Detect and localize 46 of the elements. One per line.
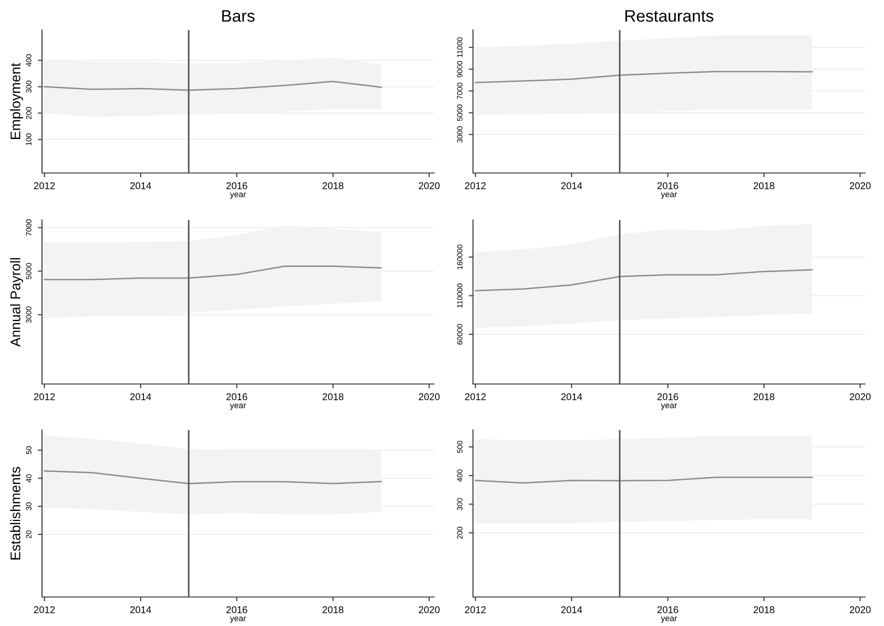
x-tick-label: 2014 [561,182,582,190]
chart-title: Restaurants [625,10,714,22]
y-axis-title: Establishments [10,466,20,560]
x-tick-label: 2014 [130,606,152,614]
x-tick-label: 2014 [130,182,152,190]
x-tick-label: 2012 [34,393,55,400]
x-tick-label: 2012 [34,182,55,190]
x-tick-label: 2014 [561,606,582,614]
x-tick-label: 2020 [850,606,871,614]
x-tick-label: 2014 [561,393,582,400]
x-axis-title: year [660,616,677,623]
x-axis-title: year [660,192,677,199]
x-tick-label: 2018 [754,606,774,614]
x-tick-label: 2012 [34,606,55,614]
y-axis-title: Annual Payroll [10,258,24,347]
x-tick-label: 2020 [850,182,871,190]
line-series [44,265,382,280]
line-series [44,470,382,484]
x-tick-label: 2016 [226,606,248,614]
x-tick-label: 2018 [322,393,344,400]
x-tick-label: 2012 [465,606,486,614]
line-series [474,70,813,84]
x-axis-title: year [230,192,246,199]
x-tick-label: 2020 [418,393,440,400]
x-tick-label: 2016 [226,182,248,190]
x-tick-label: 2018 [754,182,774,190]
x-axis-title: year [230,616,246,623]
x-tick-label: 2012 [465,182,486,190]
y-axis-title: Employment [10,63,24,139]
x-axis-title: year [230,404,246,410]
line-series [474,269,813,292]
x-tick-label: 2020 [418,606,440,614]
chart-title: Bars [222,10,255,22]
x-tick-label: 2018 [322,182,344,190]
x-tick-label: 2016 [657,393,678,400]
x-tick-label: 2016 [657,182,678,190]
line-series [44,80,382,91]
x-tick-label: 2012 [465,393,486,400]
x-tick-label: 2016 [657,606,678,614]
x-tick-label: 2020 [418,182,440,190]
x-tick-label: 2014 [130,393,152,400]
x-tick-label: 2018 [322,606,344,614]
x-tick-label: 2020 [850,393,871,400]
x-tick-label: 2016 [226,393,248,400]
x-axis-title: year [660,404,677,410]
x-tick-label: 2018 [754,393,774,400]
